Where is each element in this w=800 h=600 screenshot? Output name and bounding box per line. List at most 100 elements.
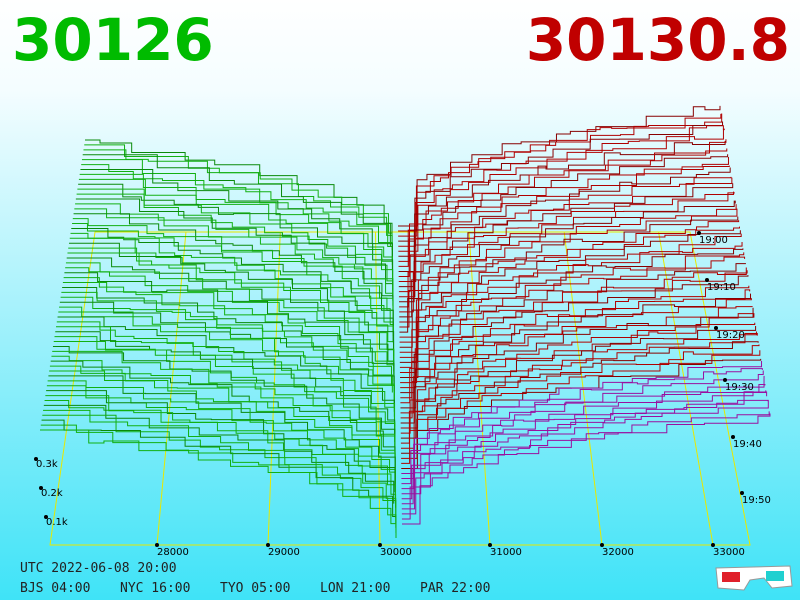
time-tick xyxy=(723,378,727,382)
ask-depth-line xyxy=(398,154,729,272)
qty-label: 0.3k xyxy=(36,459,58,470)
ask-depth-line xyxy=(400,275,749,394)
bid-depth-line xyxy=(76,193,394,296)
zone-time: PAR 22:00 xyxy=(420,581,490,596)
zone-time: TYO 05:00 xyxy=(220,581,290,596)
price-label: 33000 xyxy=(713,547,745,558)
bid-depth-line xyxy=(43,409,397,518)
bid-depth-line xyxy=(57,316,395,422)
bid-depth-line xyxy=(69,237,394,342)
ask-depth-line xyxy=(400,267,747,384)
ask-depth-line xyxy=(398,176,732,293)
ask-depth-line xyxy=(401,358,762,469)
bid-depth-line xyxy=(75,203,394,306)
bid-depth-line xyxy=(53,341,396,448)
time-label: 19:20 xyxy=(716,330,745,341)
utc-time: UTC 2022-06-08 20:00 xyxy=(20,561,177,576)
price-tick xyxy=(600,543,604,547)
ask-depth-line xyxy=(401,383,766,495)
bid-depth-line xyxy=(80,168,393,271)
ask-price: 30130.8 xyxy=(526,6,790,74)
ask-depth-line xyxy=(400,332,758,449)
price-label: 31000 xyxy=(490,547,522,558)
bid-depth-line xyxy=(41,419,397,528)
qty-label: 0.2k xyxy=(41,488,63,499)
bid-depth-line xyxy=(78,178,394,281)
ask-depth-line xyxy=(401,370,764,485)
bid-depth-line xyxy=(72,223,394,326)
bid-depth-line xyxy=(46,385,396,493)
ask-depth-line xyxy=(399,216,739,333)
qty-tick xyxy=(44,515,48,519)
ask-depth-line xyxy=(401,375,765,490)
ask-depth-line xyxy=(399,200,736,318)
bid-depth-line xyxy=(52,350,396,458)
price-tick xyxy=(488,543,492,547)
price-grid-line xyxy=(468,231,491,546)
bid-depth-line xyxy=(51,355,396,463)
bid-depth-line xyxy=(66,257,395,362)
bid-depth-line xyxy=(54,336,396,443)
time-label: 19:50 xyxy=(742,495,771,506)
ask-depth-line xyxy=(401,341,759,454)
cyan-lens xyxy=(766,571,784,581)
price-tick xyxy=(155,543,159,547)
zone-time: LON 21:00 xyxy=(320,581,390,596)
bid-depth-line xyxy=(71,227,394,331)
price-grid-line xyxy=(658,231,714,546)
bid-depth-line xyxy=(40,429,397,538)
ask-depth-line xyxy=(401,399,769,515)
ask-depth-line xyxy=(399,208,738,328)
bid-depth-line xyxy=(68,247,394,352)
time-tick xyxy=(731,435,735,439)
ask-depth-line xyxy=(399,256,746,373)
ask-depth-line xyxy=(399,192,735,313)
time-label: 19:00 xyxy=(699,235,728,246)
ask-depth-line xyxy=(399,204,737,323)
ask-depth-line xyxy=(399,252,745,368)
bid-depth-line xyxy=(49,370,396,478)
ask-depth-line xyxy=(401,391,768,505)
bid-depth-line xyxy=(77,188,394,291)
bid-depth-line xyxy=(46,390,396,493)
ask-depth-line xyxy=(400,313,755,429)
ask-depth-line xyxy=(399,191,735,308)
zone-time: NYC 16:00 xyxy=(120,581,190,596)
time-tick xyxy=(740,491,744,495)
price-label: 28000 xyxy=(157,547,189,558)
ask-depth-line xyxy=(402,413,771,525)
ask-depth-line xyxy=(400,331,757,444)
bid-depth-line xyxy=(52,345,396,453)
qty-label: 0.1k xyxy=(46,517,68,528)
ask-depth-line xyxy=(399,220,740,338)
ask-depth-line xyxy=(398,113,722,232)
ask-depth-line xyxy=(400,307,754,424)
bid-depth-line xyxy=(63,277,395,382)
bid-depth-line xyxy=(56,321,396,427)
bid-depth-line xyxy=(64,272,395,377)
bid-depth-line xyxy=(75,198,394,301)
bid-price: 30126 xyxy=(12,6,214,74)
ask-depth-line xyxy=(401,411,770,520)
ask-depth-line xyxy=(398,113,723,237)
ask-depth-line xyxy=(398,140,726,257)
zone-time: BJS 04:00 xyxy=(20,581,90,596)
ask-depth-line xyxy=(400,322,756,434)
bid-depth-line xyxy=(45,395,397,503)
axis-labels: 28000 29000 30000 31000 32000 33000 19:00 19:10… xyxy=(34,231,771,558)
bid-depth-line xyxy=(81,164,393,266)
floor-outline xyxy=(49,231,751,546)
time-tick xyxy=(714,326,718,330)
ask-depth-line xyxy=(400,285,750,399)
ask-depth-line xyxy=(398,125,724,247)
qty-tick xyxy=(34,457,38,461)
ask-depth-line xyxy=(398,157,729,278)
ask-depth-line xyxy=(400,263,746,379)
bid-depth-line xyxy=(49,365,396,473)
bid-depth-line xyxy=(81,159,393,261)
ask-depth-line xyxy=(399,233,742,353)
ask-depth-line xyxy=(398,148,728,267)
